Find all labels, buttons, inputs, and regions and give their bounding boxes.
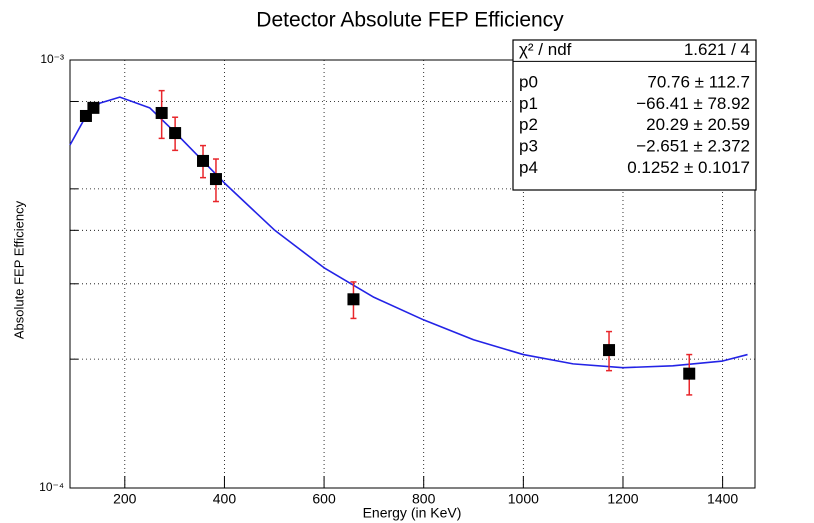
x-axis-label: Energy (in KeV)	[363, 505, 462, 521]
data-point	[603, 344, 616, 357]
x-tick-label: 1000	[508, 491, 539, 507]
plot-frame	[69, 59, 756, 489]
y-axis-label: Absolute FEP Efficiency	[11, 200, 26, 339]
data-point	[155, 106, 168, 119]
data-point	[197, 154, 210, 167]
x-tick-label: 800	[412, 491, 436, 507]
x-tick-label: 400	[213, 491, 237, 507]
fit-curve	[69, 96, 748, 369]
data-point	[683, 367, 696, 380]
x-tick-label: 1400	[707, 491, 738, 507]
stats-box	[512, 39, 757, 191]
stats-value: 0.1252 ± 0.1017	[627, 158, 750, 177]
data-point	[347, 293, 360, 306]
stats-value: 1.621 / 4	[684, 40, 750, 59]
stats-name: p2	[519, 115, 538, 134]
x-tick-label: 600	[312, 491, 336, 507]
stats-name: χ² / ndf	[519, 40, 572, 59]
stats-name: p0	[519, 72, 538, 91]
stats-name: p1	[519, 94, 538, 113]
stats-value: 20.29 ± 20.59	[646, 115, 750, 134]
stats-value: 70.76 ± 112.7	[647, 72, 750, 91]
stats-value: −66.41 ± 78.92	[636, 94, 750, 113]
data-point	[209, 173, 222, 186]
x-tick-label: 200	[113, 491, 137, 507]
chart-title: Detector Absolute FEP Efficiency	[256, 9, 564, 32]
stats-name: p4	[519, 158, 538, 177]
y-tick-label: 10⁻³	[40, 52, 64, 66]
y-tick-label: 10⁻⁴	[39, 480, 64, 494]
x-tick-label: 1200	[607, 491, 638, 507]
data-point	[169, 127, 182, 140]
stats-value: −2.651 ± 2.372	[636, 137, 750, 156]
data-point	[87, 101, 100, 114]
stats-name: p3	[519, 137, 538, 156]
